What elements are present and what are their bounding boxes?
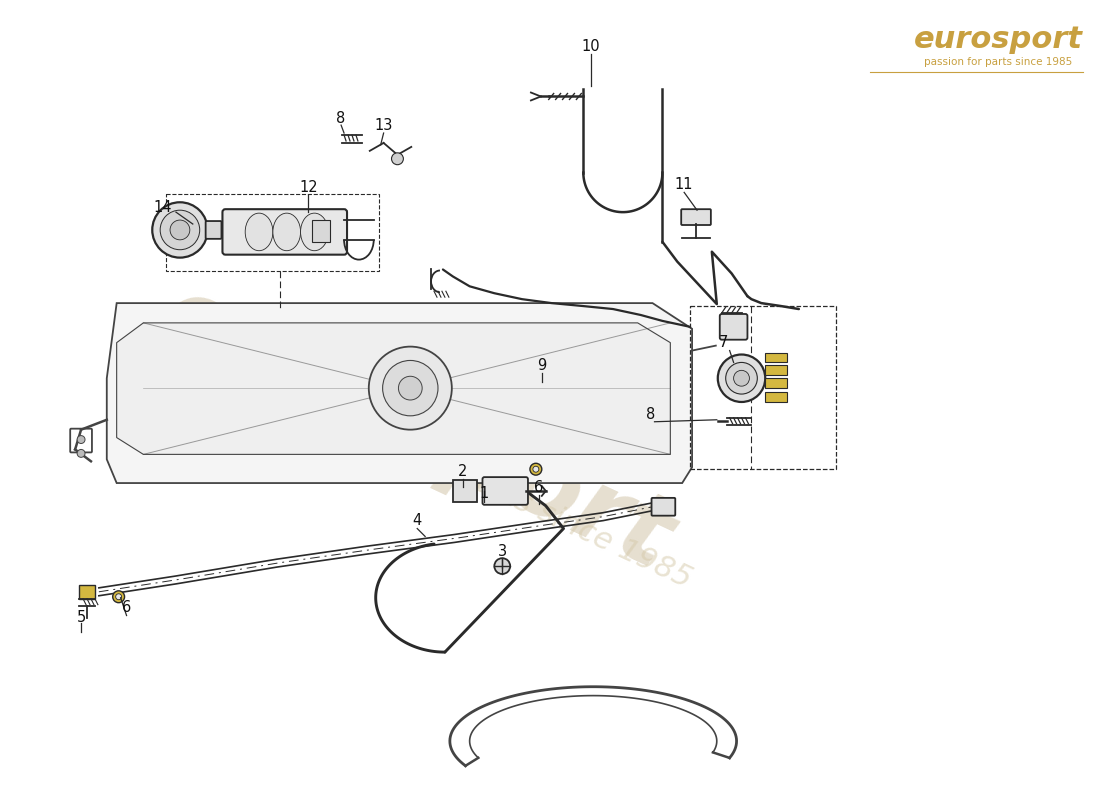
Bar: [766, 392, 786, 402]
Text: 7: 7: [719, 335, 728, 350]
Circle shape: [116, 594, 122, 600]
Circle shape: [530, 463, 542, 475]
Text: 10: 10: [582, 38, 601, 54]
FancyBboxPatch shape: [222, 209, 346, 254]
Text: 1: 1: [480, 486, 490, 502]
FancyBboxPatch shape: [206, 221, 221, 239]
Bar: [690, 306, 836, 470]
Bar: [766, 378, 786, 388]
FancyBboxPatch shape: [719, 314, 747, 340]
Circle shape: [494, 558, 510, 574]
Polygon shape: [107, 303, 692, 483]
Text: 6: 6: [535, 479, 543, 494]
Ellipse shape: [273, 213, 300, 250]
Text: passion for parts since 1985: passion for parts since 1985: [293, 385, 696, 594]
Text: 8: 8: [646, 407, 656, 422]
Bar: [166, 194, 378, 271]
Text: 5: 5: [76, 610, 86, 625]
FancyBboxPatch shape: [483, 477, 528, 505]
Circle shape: [170, 220, 190, 240]
Circle shape: [383, 361, 438, 416]
Circle shape: [112, 591, 124, 602]
Text: eurosport: eurosport: [144, 269, 686, 590]
Text: 14: 14: [154, 200, 173, 214]
FancyBboxPatch shape: [681, 209, 711, 225]
FancyBboxPatch shape: [651, 498, 675, 516]
Circle shape: [532, 466, 539, 472]
Bar: [79, 585, 95, 598]
Polygon shape: [117, 323, 670, 454]
Text: eurosport: eurosport: [914, 25, 1084, 54]
Bar: [766, 366, 786, 375]
Ellipse shape: [726, 362, 757, 394]
Bar: [453, 480, 476, 502]
Circle shape: [368, 346, 452, 430]
Text: 11: 11: [675, 177, 693, 192]
Ellipse shape: [734, 370, 749, 386]
Ellipse shape: [718, 354, 766, 402]
Text: 6: 6: [122, 600, 131, 615]
Circle shape: [77, 450, 85, 458]
Bar: [766, 353, 786, 362]
Text: passion for parts since 1985: passion for parts since 1985: [924, 57, 1072, 67]
Ellipse shape: [300, 213, 328, 250]
Circle shape: [392, 153, 404, 165]
Circle shape: [398, 376, 422, 400]
Text: 8: 8: [337, 110, 345, 126]
Circle shape: [161, 210, 200, 250]
Ellipse shape: [245, 213, 273, 250]
Circle shape: [152, 202, 208, 258]
Text: 3: 3: [497, 544, 507, 558]
Text: 4: 4: [412, 513, 421, 528]
Text: 13: 13: [374, 118, 393, 133]
Text: 9: 9: [537, 358, 547, 373]
Bar: [312, 220, 330, 242]
Text: 2: 2: [458, 464, 468, 478]
Circle shape: [77, 435, 85, 443]
Text: 12: 12: [299, 180, 318, 195]
